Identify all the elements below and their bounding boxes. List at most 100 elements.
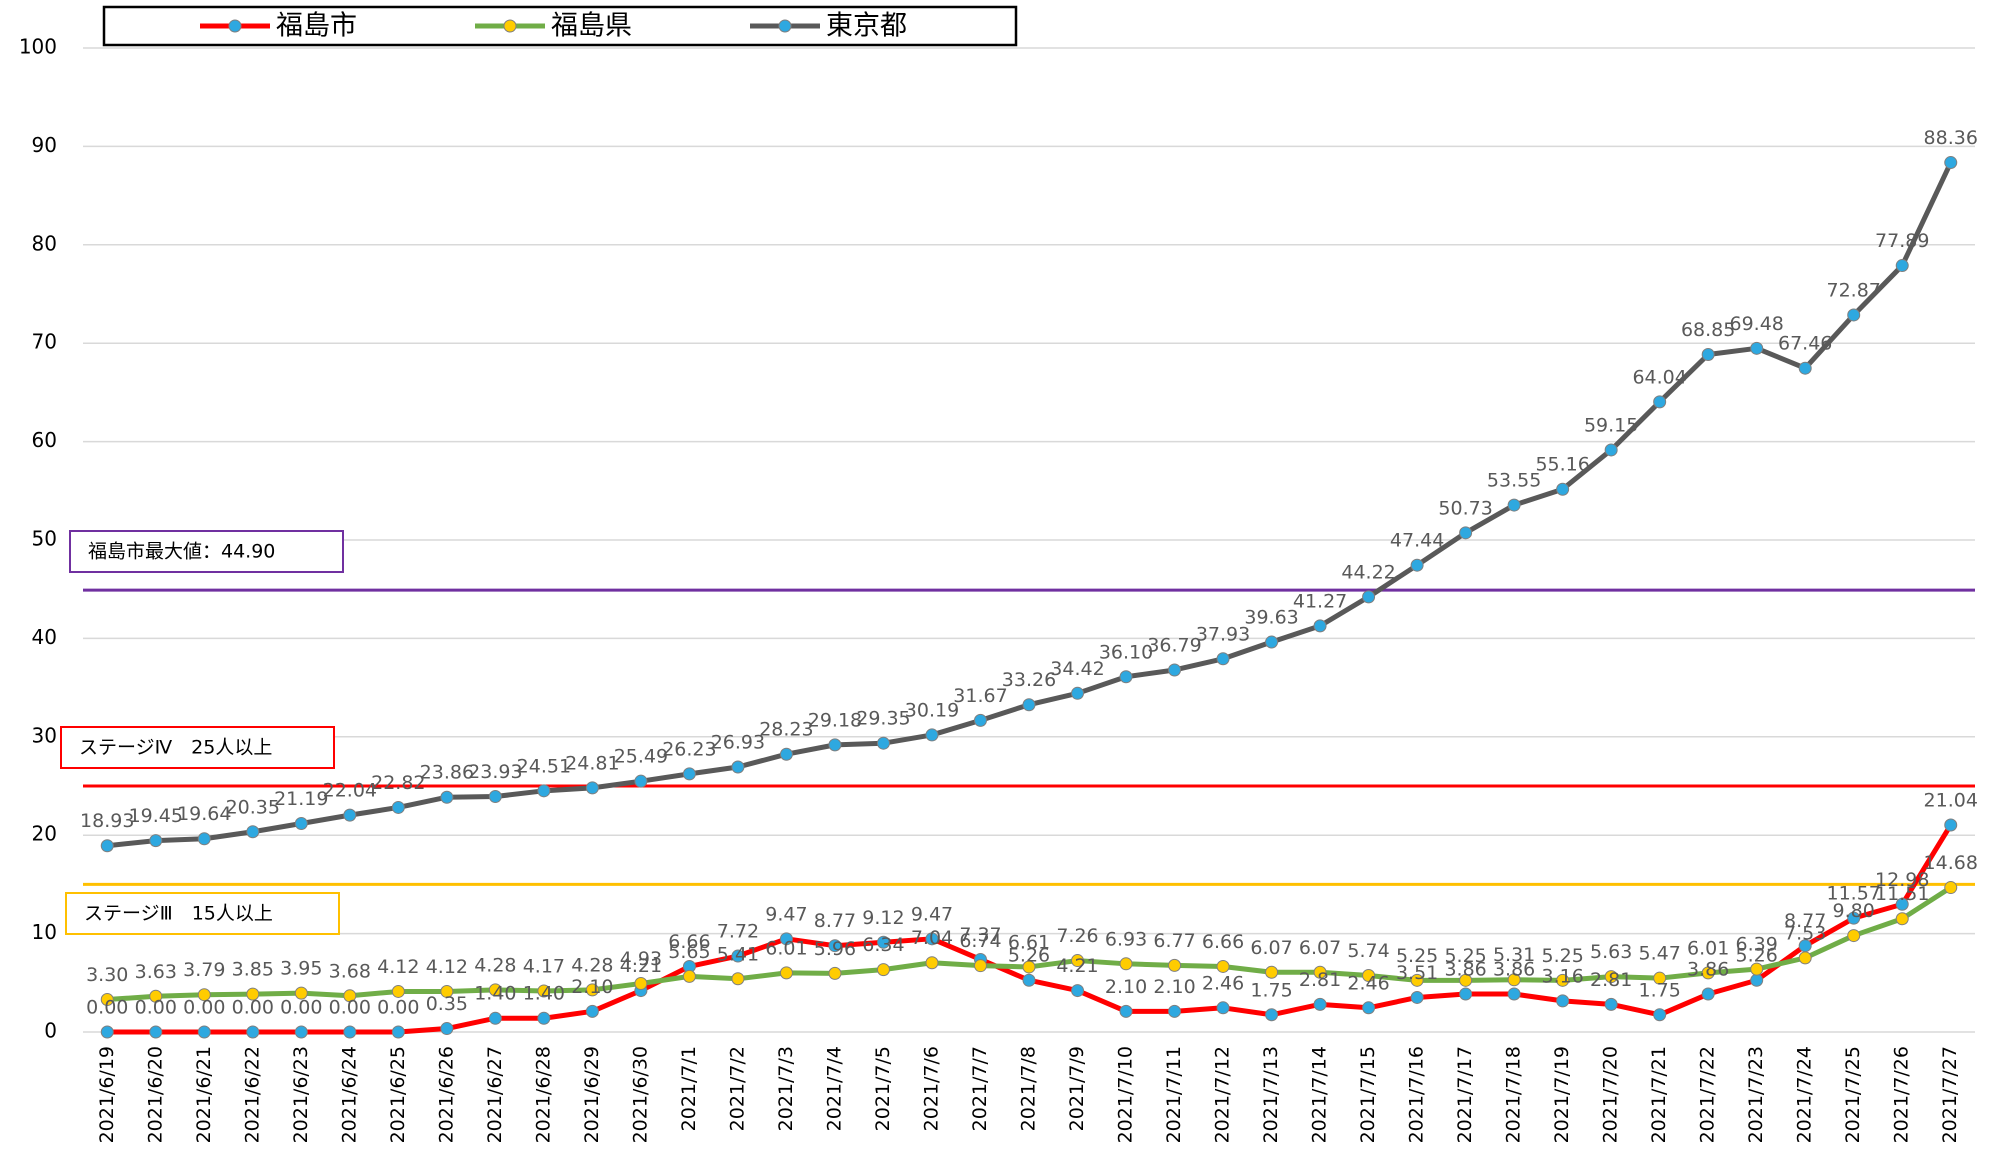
data-point	[149, 834, 163, 848]
data-label: 50.73	[1438, 497, 1492, 519]
data-label: 55.16	[1535, 454, 1589, 476]
data-point	[488, 790, 502, 804]
legend-marker	[228, 19, 242, 33]
data-point	[1119, 957, 1133, 971]
x-tick-label: 2021/7/19	[1551, 1046, 1573, 1143]
data-point	[585, 1004, 599, 1018]
data-label: 26.23	[662, 738, 716, 760]
data-label: 3.86	[1444, 959, 1486, 981]
data-label: 44.22	[1341, 561, 1395, 583]
data-label: 30.19	[905, 699, 959, 721]
x-tick-label: 2021/7/1	[678, 1046, 700, 1131]
data-label: 25.49	[614, 746, 668, 768]
data-point	[440, 1022, 454, 1036]
data-label: 3.16	[1541, 965, 1583, 987]
reference-label: 福島市最大値：44.90	[88, 541, 275, 563]
data-point	[149, 989, 163, 1003]
data-label: 6.34	[862, 934, 904, 956]
x-tick-label: 2021/7/14	[1309, 1046, 1331, 1143]
y-tick-label: 60	[32, 428, 57, 452]
data-label: 7.04	[911, 927, 953, 949]
data-label: 41.27	[1293, 590, 1347, 612]
data-point	[876, 935, 890, 949]
data-point	[1022, 960, 1036, 974]
data-label: 28.23	[759, 719, 813, 741]
data-point	[1798, 951, 1812, 965]
data-point	[1168, 958, 1182, 972]
data-label: 24.51	[517, 755, 571, 777]
data-label: 77.89	[1875, 230, 1929, 252]
data-point	[343, 1025, 357, 1039]
data-point	[1604, 997, 1618, 1011]
data-label: 2.10	[571, 976, 613, 998]
data-label: 5.74	[1347, 940, 1389, 962]
data-label: 29.35	[856, 708, 910, 730]
data-point	[682, 969, 696, 983]
data-point	[1313, 997, 1327, 1011]
reference-label-box	[60, 726, 335, 769]
data-point	[1410, 990, 1424, 1004]
reference-label-box	[69, 530, 344, 573]
y-tick-label: 100	[19, 35, 57, 59]
data-point	[1265, 1008, 1279, 1022]
data-point	[100, 993, 114, 1007]
data-label: 9.47	[765, 903, 807, 925]
data-label: 7.37	[959, 924, 1001, 946]
data-label: 3.79	[183, 959, 225, 981]
y-tick-label: 50	[32, 527, 57, 551]
x-tick-label: 2021/6/25	[387, 1046, 409, 1143]
data-point	[1653, 395, 1667, 409]
data-point	[1119, 670, 1133, 684]
x-tick-label: 2021/7/11	[1163, 1046, 1185, 1143]
data-point	[828, 966, 842, 980]
data-label: 64.04	[1632, 366, 1686, 388]
data-point	[1362, 1001, 1376, 1015]
data-point	[973, 713, 987, 727]
y-tick-label: 20	[32, 822, 57, 846]
data-point	[294, 1025, 308, 1039]
data-point	[246, 825, 260, 839]
data-label: 6.39	[1736, 934, 1778, 956]
data-label: 24.81	[565, 752, 619, 774]
y-tick-label: 10	[32, 920, 57, 944]
data-label: 47.44	[1390, 530, 1444, 552]
x-tick-label: 2021/6/22	[241, 1046, 263, 1143]
data-label: 9.47	[911, 903, 953, 925]
y-tick-label: 80	[32, 231, 57, 255]
data-point	[391, 1025, 405, 1039]
data-label: 18.93	[80, 810, 134, 832]
data-label: 11.51	[1875, 883, 1929, 905]
data-point	[1507, 973, 1521, 987]
x-tick-label: 2021/7/20	[1600, 1046, 1622, 1143]
data-point	[537, 784, 551, 798]
data-point	[246, 987, 260, 1001]
x-tick-label: 2021/7/23	[1745, 1046, 1767, 1143]
data-point	[1847, 911, 1861, 925]
data-label: 37.93	[1196, 623, 1250, 645]
data-point	[1701, 966, 1715, 980]
data-label: 3.95	[280, 958, 322, 980]
y-tick-label: 40	[32, 625, 57, 649]
y-tick-label: 0	[44, 1019, 57, 1043]
data-label: 5.26	[1008, 945, 1050, 967]
data-label: 8.77	[1784, 910, 1826, 932]
data-label: 5.25	[1396, 945, 1438, 967]
data-point	[1216, 959, 1230, 973]
data-point	[1604, 443, 1618, 457]
data-label: 0.00	[232, 997, 274, 1019]
data-label: 34.42	[1050, 658, 1104, 680]
data-label: 0.00	[280, 997, 322, 1019]
data-label: 0.00	[86, 997, 128, 1019]
series-line	[106, 161, 1954, 849]
data-point	[925, 728, 939, 742]
y-tick-label: 30	[32, 723, 57, 747]
data-point	[876, 963, 890, 977]
data-point	[1507, 498, 1521, 512]
x-tick-label: 2021/6/26	[435, 1046, 457, 1143]
data-point	[488, 983, 502, 997]
legend-label: 東京都	[826, 11, 907, 42]
data-point	[1265, 635, 1279, 649]
data-label: 6.61	[1008, 931, 1050, 953]
data-point	[440, 790, 454, 804]
data-label: 4.17	[523, 955, 565, 977]
